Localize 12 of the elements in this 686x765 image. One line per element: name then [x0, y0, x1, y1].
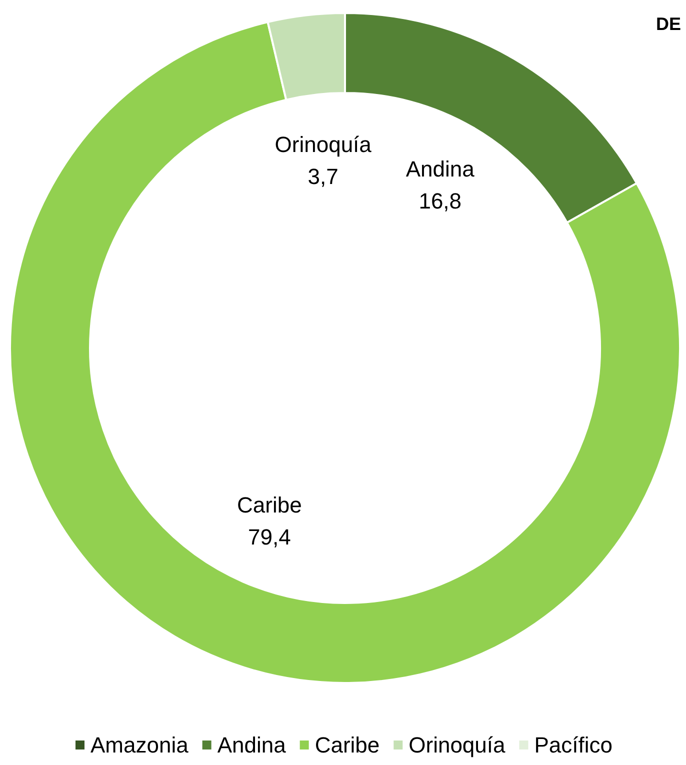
slice-label: Andina — [406, 156, 476, 182]
data-label: 3,7 — [308, 164, 338, 190]
legend-label: Amazonia — [90, 732, 190, 758]
data-label: 79,4 — [248, 524, 291, 550]
slice-label: Caribe — [237, 492, 302, 518]
legend-label: Andina — [217, 732, 287, 758]
legend-label: Caribe — [314, 732, 380, 758]
data-label: 16,8 — [418, 188, 462, 214]
legend-label: Orinoquía — [408, 732, 506, 758]
slice-label: Orinoquía — [274, 132, 372, 158]
chart-title: DE — [656, 14, 682, 34]
legend-label: Pacífico — [534, 732, 613, 758]
